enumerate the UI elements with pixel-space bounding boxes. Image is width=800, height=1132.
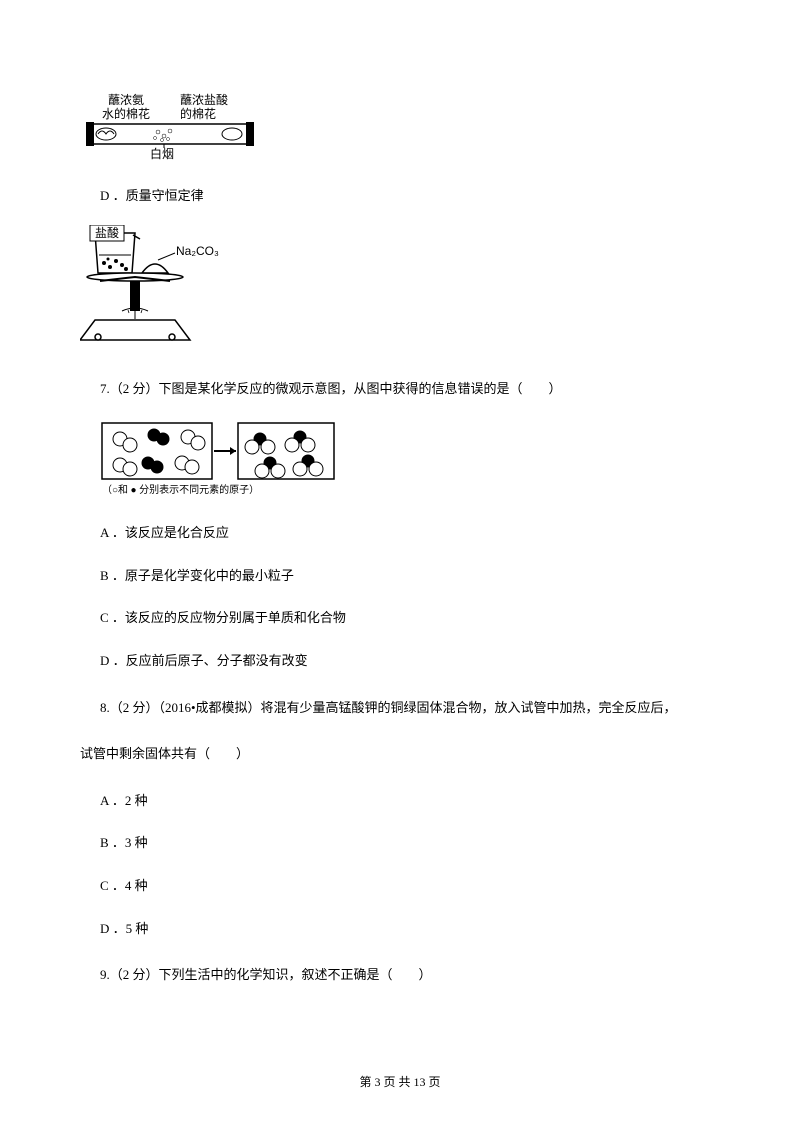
fig3-caption: （○和 ● 分别表示不同元素的原子） [102, 483, 259, 496]
fig2-label-compound: Na₂CO₃ [176, 244, 219, 258]
q8-option-a: A ．2 种 [100, 787, 740, 816]
q6-option-d: D ．质量守恒定律 [100, 182, 740, 211]
fig1-label-left-2: 水的棉花 [102, 106, 150, 121]
q7-option-c: C ．该反应的反应物分别属于单质和化合物 [100, 604, 740, 633]
q8-stem-1: 8.（2 分）（2016•成都模拟）将混有少量高锰酸钾的铜绿固体混合物，放入试管… [100, 694, 740, 723]
figure-micro-reaction: （○和 ● 分别表示不同元素的原子） [100, 421, 740, 499]
q7-option-a: A ．该反应是化合反应 [100, 519, 740, 548]
q7-option-b: B ．原子是化学变化中的最小粒子 [100, 562, 740, 591]
fig1-label-bottom: 白烟 [150, 146, 174, 161]
figure-balance: 盐酸 Na₂CO₃ [80, 225, 740, 355]
q9-stem: 9.（2 分）下列生活中的化学知识，叙述不正确是（ ） [100, 961, 740, 990]
fig1-label-right-2: 的棉花 [180, 106, 216, 121]
q8-stem-2: 试管中剩余固体共有（ ） [80, 740, 740, 769]
q8-option-d: D ．5 种 [100, 915, 740, 944]
q8-option-b: B ．3 种 [100, 829, 740, 858]
fig1-label-right-1: 蘸浓盐酸 [180, 92, 228, 107]
fig2-label-beaker: 盐酸 [95, 225, 119, 240]
fig1-label-left-1: 蘸浓氨 [108, 93, 144, 107]
q7-option-d: D ．反应前后原子、分子都没有改变 [100, 647, 740, 676]
figure-tube-cotton: 蘸浓氨 水的棉花 蘸浓盐酸 的棉花 白烟 [80, 92, 740, 162]
page-footer: 第 3 页 共 13 页 [0, 1073, 800, 1092]
q8-option-c: C ．4 种 [100, 872, 740, 901]
q7-stem: 7.（2 分）下图是某化学反应的微观示意图，从图中获得的信息错误的是（ ） [100, 375, 740, 404]
